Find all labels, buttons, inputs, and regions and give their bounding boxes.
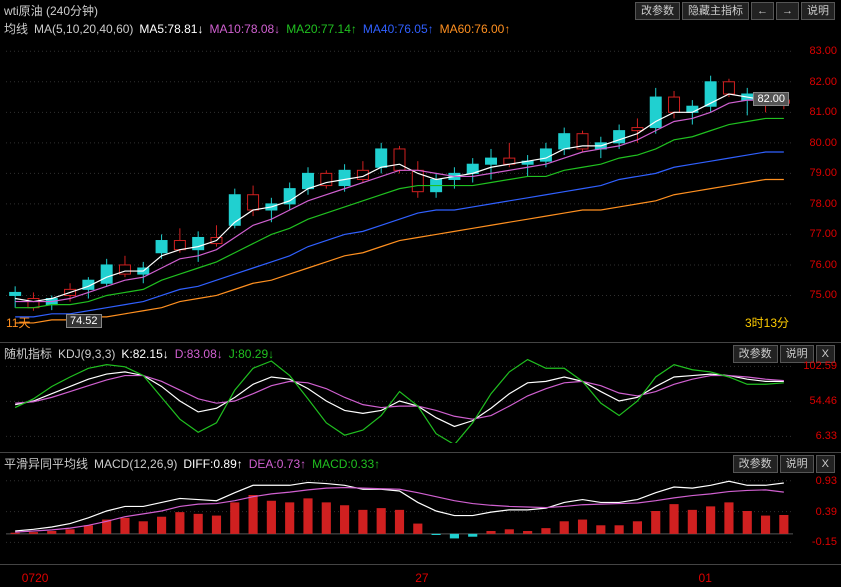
y-tick-label: 83.00 — [809, 45, 837, 57]
kdj-panel: 随机指标KDJ(9,3,3)K:82.15↓D:83.08↓J:80.29↓ 改… — [0, 342, 841, 453]
macd-chart-svg[interactable] — [0, 453, 841, 553]
main-chart-svg[interactable] — [0, 0, 841, 332]
current-price-tag: 82.00 — [753, 92, 789, 106]
bottom-left-label: 11天 — [6, 314, 30, 331]
x-tick-label: 27 — [415, 571, 428, 585]
macd-y-tick: 0.93 — [816, 475, 837, 487]
macd-y-tick: -0.15 — [812, 536, 837, 548]
x-axis-panel: 0720 27 01 — [0, 564, 841, 587]
y-tick-label: 75.00 — [809, 289, 837, 301]
macd-panel: 平滑异同平均线MACD(12,26,9)DIFF:0.89↑DEA:0.73↑M… — [0, 452, 841, 565]
low-price-tag: 74.52 — [66, 314, 102, 328]
y-tick-label: 76.00 — [809, 259, 837, 271]
kdj-y-tick: 6.33 — [816, 430, 837, 442]
bottom-right-label: 3时13分 — [745, 314, 789, 331]
main-chart-panel: wti原油 (240分钟) 改参数隐藏主指标←→说明 均线MA(5,10,20,… — [0, 0, 841, 342]
y-tick-label: 78.00 — [809, 198, 837, 210]
y-tick-label: 82.00 — [809, 76, 837, 88]
y-tick-label: 77.00 — [809, 228, 837, 240]
x-tick-label: 01 — [699, 571, 712, 585]
y-tick-label: 81.00 — [809, 106, 837, 118]
kdj-chart-svg[interactable] — [0, 343, 841, 443]
y-tick-label: 80.00 — [809, 137, 837, 149]
kdj-y-tick: 102.59 — [803, 360, 837, 372]
macd-y-tick: 0.39 — [816, 506, 837, 518]
x-tick-label: 0720 — [22, 571, 49, 585]
kdj-y-tick: 54.46 — [809, 395, 837, 407]
y-tick-label: 79.00 — [809, 167, 837, 179]
